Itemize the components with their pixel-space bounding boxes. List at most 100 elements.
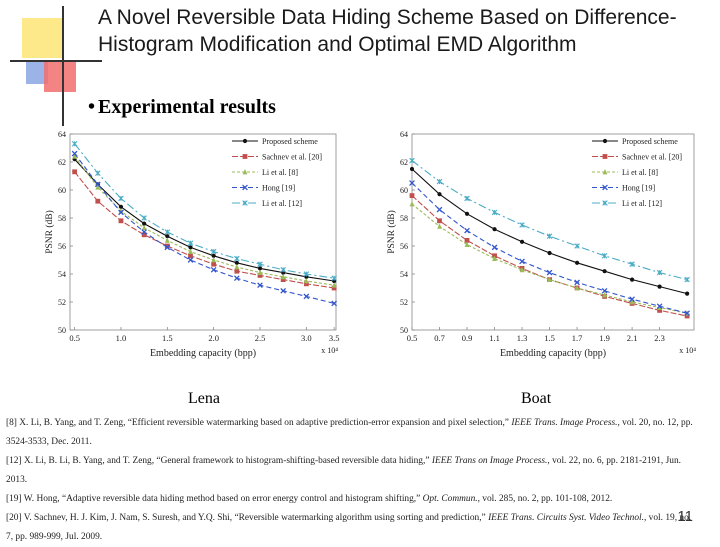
data-point bbox=[118, 209, 124, 216]
x-tick-label: 0.5 bbox=[69, 333, 80, 343]
data-point bbox=[95, 198, 101, 204]
reference-details: , vol. 20, no. 12, pp. 3524-3533, Dec. 2… bbox=[6, 418, 693, 447]
plot-frame bbox=[411, 133, 695, 331]
data-point bbox=[519, 266, 525, 273]
data-point bbox=[141, 215, 147, 221]
y-axis-label: PSNR (dB) bbox=[386, 210, 397, 254]
x-tick-label: 2.5 bbox=[255, 333, 266, 343]
data-point bbox=[657, 308, 663, 313]
data-point bbox=[464, 238, 470, 243]
data-point bbox=[602, 200, 608, 206]
x-tick-label: 1.5 bbox=[544, 333, 555, 343]
data-point bbox=[656, 303, 663, 310]
x-tick-label: 1.9 bbox=[599, 333, 610, 343]
data-point bbox=[303, 293, 310, 300]
reference-journal: IEEE Trans. Circuits Syst. Video Technol… bbox=[488, 513, 644, 523]
data-point bbox=[464, 211, 470, 216]
data-point bbox=[602, 169, 608, 175]
x-axis-label: Embedding capacity (bpp) bbox=[150, 348, 256, 359]
series bbox=[71, 141, 337, 281]
data-point bbox=[211, 257, 217, 263]
series-line bbox=[411, 203, 688, 314]
x-tick-label: 3.0 bbox=[301, 333, 312, 343]
data-point bbox=[234, 260, 239, 265]
data-point bbox=[409, 201, 415, 207]
data-point bbox=[464, 195, 470, 202]
x-tick-label: 0.5 bbox=[407, 333, 418, 343]
y-tick-label: 54 bbox=[400, 270, 408, 279]
data-point bbox=[657, 304, 663, 310]
data-point bbox=[257, 282, 263, 289]
data-point bbox=[331, 282, 337, 288]
data-point bbox=[211, 261, 217, 267]
reference-item: [19] W. Hong, “Adaptive reversible data … bbox=[6, 490, 696, 509]
data-point bbox=[492, 227, 497, 232]
data-point bbox=[436, 206, 443, 213]
data-point bbox=[629, 296, 635, 303]
data-point bbox=[95, 170, 101, 176]
data-point bbox=[602, 184, 608, 191]
data-point bbox=[187, 257, 194, 263]
data-point bbox=[437, 192, 442, 197]
series bbox=[409, 157, 690, 283]
series-line bbox=[74, 143, 335, 279]
y-tick-label: 64 bbox=[400, 130, 408, 139]
data-point bbox=[546, 233, 553, 239]
data-point bbox=[464, 241, 470, 247]
reference-details: , vol. 285, no. 2, pp. 101-108, 2012. bbox=[477, 494, 613, 504]
data-point bbox=[118, 204, 124, 209]
data-point bbox=[242, 169, 248, 175]
data-point bbox=[657, 284, 662, 289]
data-point bbox=[164, 237, 170, 243]
references: [8] X. Li, B. Yang, and T. Zeng, “Effici… bbox=[6, 414, 696, 547]
data-point bbox=[211, 253, 216, 258]
caption-boat: Boat bbox=[521, 390, 552, 407]
x-tick-label: 3.5 bbox=[329, 333, 340, 343]
reference-text: [8] X. Li, B. Yang, and T. Zeng, “Effici… bbox=[6, 418, 512, 428]
data-point bbox=[71, 150, 78, 157]
series-line bbox=[411, 160, 688, 281]
legend: Proposed scheme Sachnev et al. [20] Li et … bbox=[232, 137, 322, 208]
data-point bbox=[242, 184, 248, 191]
legend-label: Hong [19] bbox=[622, 184, 655, 193]
data-point bbox=[141, 224, 147, 231]
data-point bbox=[303, 278, 309, 284]
y-tick-label: 64 bbox=[58, 130, 66, 139]
y-tick-label: 50 bbox=[400, 326, 408, 335]
section-heading: • Experimental results bbox=[88, 96, 276, 119]
x-tick-label: 1.3 bbox=[517, 333, 528, 343]
data-point bbox=[257, 269, 263, 275]
series bbox=[409, 193, 690, 319]
y-tick-label: 52 bbox=[58, 298, 66, 307]
legend-label: Li et al. [8] bbox=[262, 168, 298, 177]
data-point bbox=[409, 193, 415, 198]
data-point bbox=[629, 299, 635, 305]
data-point bbox=[331, 300, 338, 307]
data-point bbox=[409, 157, 415, 164]
data-point bbox=[684, 310, 690, 317]
y-tick-label: 60 bbox=[58, 186, 66, 195]
data-point bbox=[242, 200, 248, 206]
series-line bbox=[411, 195, 688, 317]
data-point bbox=[280, 267, 286, 273]
series-line bbox=[74, 158, 335, 282]
data-point bbox=[684, 276, 690, 283]
data-point bbox=[437, 218, 442, 224]
legend: Proposed scheme Sachnev et al. [20] Li et … bbox=[592, 137, 682, 208]
x-multiplier-label: x 10⁴ bbox=[679, 346, 696, 355]
data-point bbox=[331, 275, 337, 281]
y-tick-label: 52 bbox=[400, 298, 408, 307]
decor-yellow-square bbox=[22, 18, 62, 58]
data-point bbox=[331, 285, 337, 291]
data-point bbox=[491, 209, 498, 216]
y-tick-label: 56 bbox=[400, 242, 408, 251]
series bbox=[409, 180, 690, 317]
y-tick-label: 62 bbox=[400, 158, 408, 167]
data-point bbox=[303, 281, 309, 287]
data-point bbox=[242, 138, 248, 144]
data-point bbox=[629, 277, 635, 282]
x-multiplier-label: x 10⁴ bbox=[321, 346, 338, 355]
data-point bbox=[141, 232, 147, 238]
data-point bbox=[188, 248, 193, 254]
y-tick-label: 56 bbox=[58, 242, 66, 251]
